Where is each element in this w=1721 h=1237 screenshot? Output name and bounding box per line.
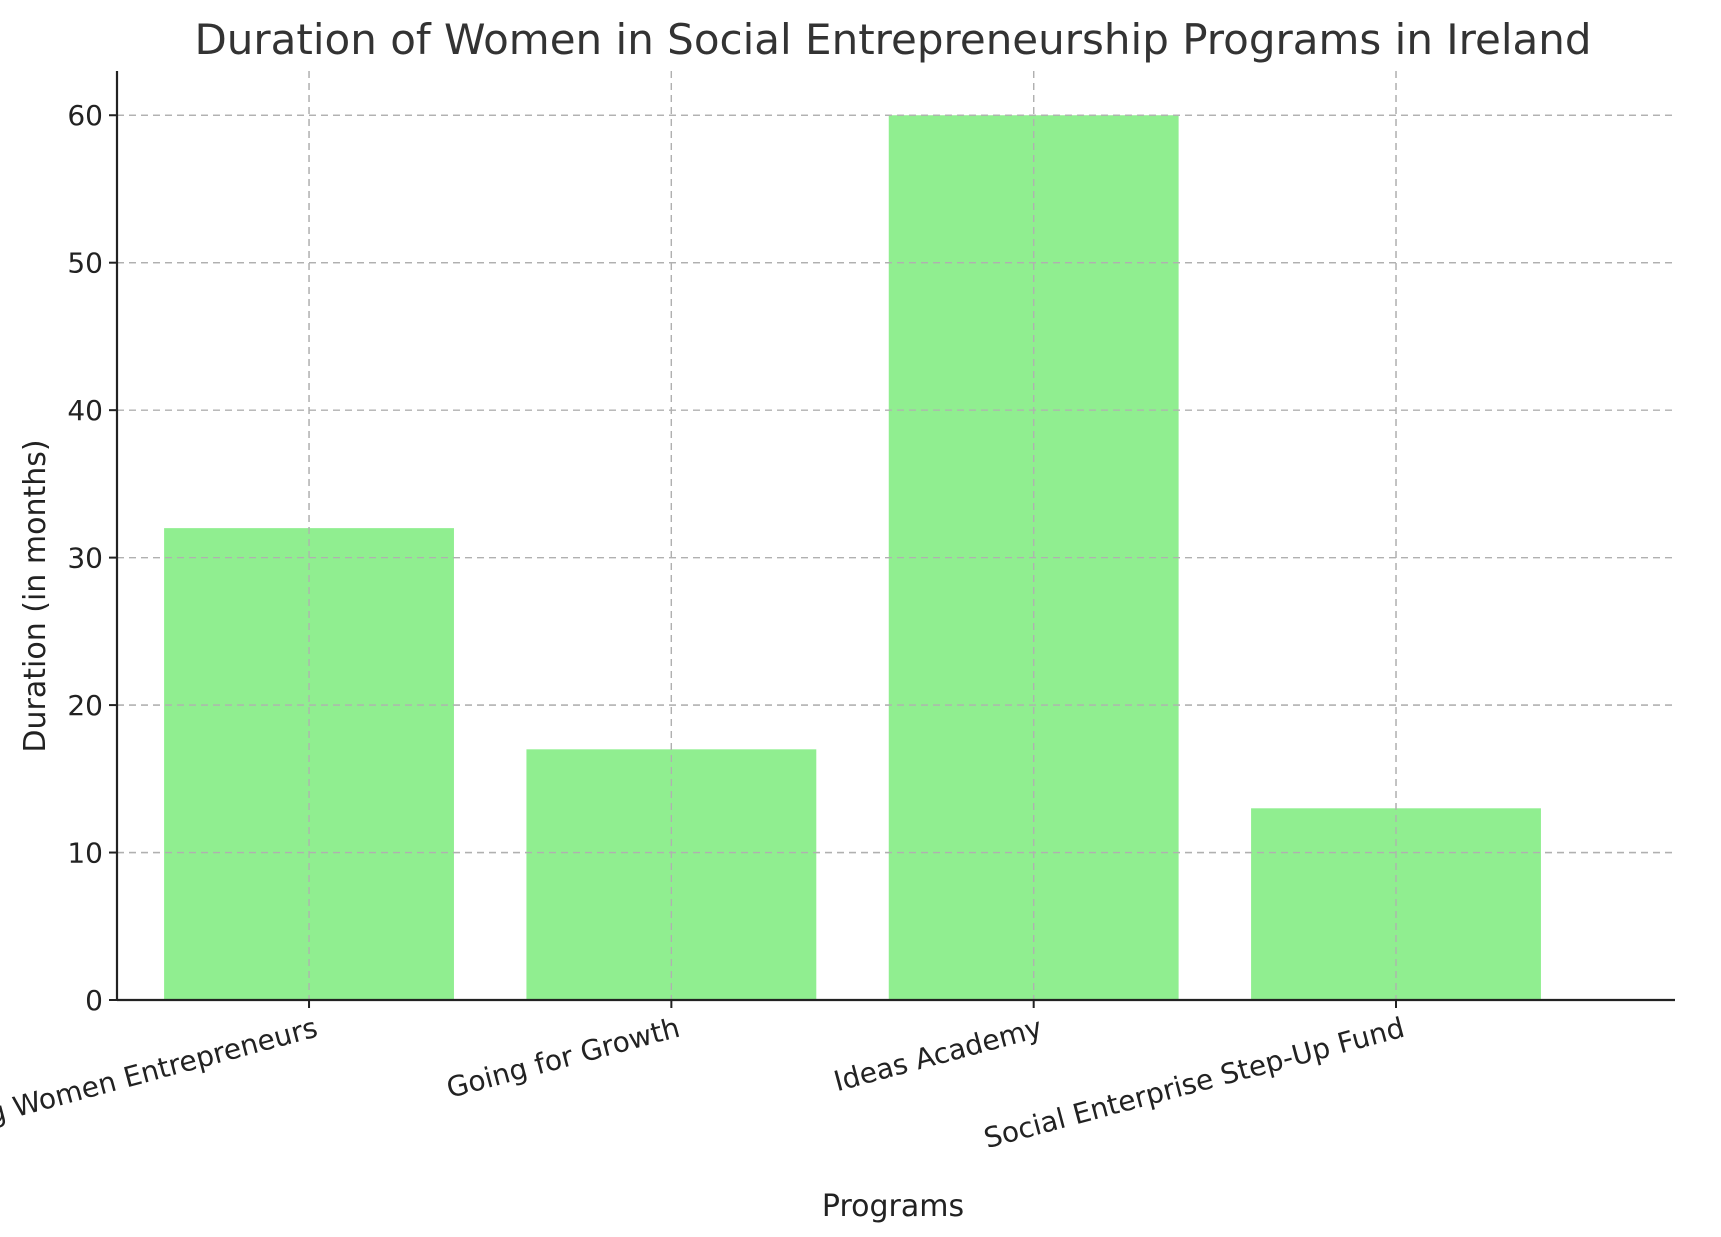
x-tick-label: Inspiring Women Entrepreneurs: [0, 1011, 321, 1158]
x-tick-label: Going for Growth: [443, 1011, 683, 1105]
y-tick-label: 30: [67, 542, 103, 575]
y-tick-label: 60: [67, 99, 103, 132]
x-axis-label: Programs: [822, 1189, 964, 1224]
x-tick-label: Social Enterprise Step-Up Fund: [980, 1011, 1407, 1155]
x-tick-label: Ideas Academy: [830, 1011, 1045, 1098]
bar-inspiring-women-entrepreneurs: [164, 528, 454, 1000]
y-axis-label: Duration (in months): [18, 439, 53, 752]
chart-title: Duration of Women in Social Entrepreneur…: [194, 15, 1591, 64]
y-tick-label: 10: [67, 837, 103, 870]
y-tick-label: 50: [67, 247, 103, 280]
y-tick-label: 0: [85, 984, 103, 1017]
y-tick-label: 40: [67, 394, 103, 427]
bar-layer: [117, 71, 1675, 1000]
y-tick-label: 20: [67, 689, 103, 722]
